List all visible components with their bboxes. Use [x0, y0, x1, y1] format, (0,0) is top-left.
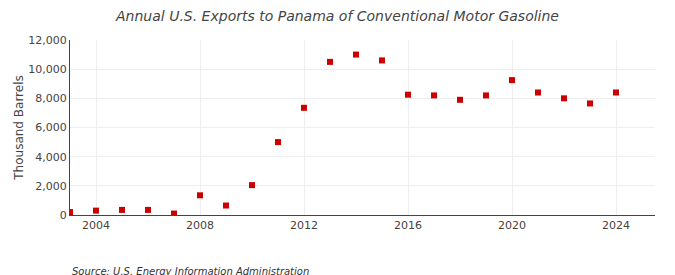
svg-text:12,000: 12,000 [28, 34, 67, 47]
svg-text:0: 0 [60, 209, 67, 222]
svg-text:8,000: 8,000 [35, 92, 67, 105]
svg-text:2016: 2016 [394, 219, 422, 232]
svg-text:2020: 2020 [498, 219, 526, 232]
svg-text:2012: 2012 [290, 219, 318, 232]
svg-text:2,000: 2,000 [35, 180, 67, 193]
svg-text:Annual U.S. Exports to Panama: Annual U.S. Exports to Panama of Convent… [115, 8, 559, 24]
svg-text:2024: 2024 [602, 219, 630, 232]
svg-text:2008: 2008 [186, 219, 214, 232]
svg-text:6,000: 6,000 [35, 121, 67, 134]
svg-text:2004: 2004 [82, 219, 110, 232]
svg-text:Source: U.S. Energy Informatio: Source: U.S. Energy Information Administ… [72, 266, 309, 275]
svg-text:Thousand Barrels: Thousand Barrels [12, 75, 26, 180]
svg-text:10,000: 10,000 [28, 63, 67, 76]
svg-text:4,000: 4,000 [35, 151, 67, 164]
